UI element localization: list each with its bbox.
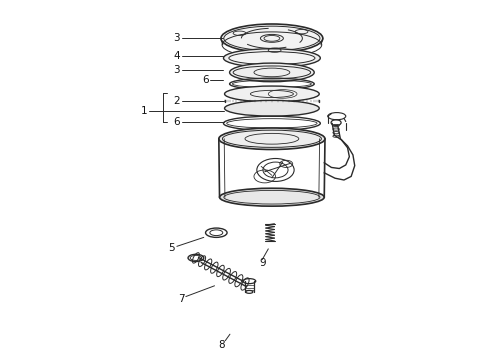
Text: 2: 2: [173, 96, 180, 106]
Ellipse shape: [224, 86, 319, 102]
Ellipse shape: [222, 130, 321, 147]
Ellipse shape: [223, 49, 320, 67]
Text: 7: 7: [178, 294, 184, 304]
Text: 4: 4: [173, 51, 180, 61]
Text: 9: 9: [259, 258, 266, 268]
Ellipse shape: [224, 190, 320, 204]
Ellipse shape: [220, 188, 324, 206]
Text: 3: 3: [173, 33, 180, 43]
Text: 3: 3: [173, 64, 180, 75]
Text: 1: 1: [141, 106, 147, 116]
Ellipse shape: [230, 63, 314, 82]
Ellipse shape: [224, 100, 319, 116]
Text: 5: 5: [168, 243, 175, 253]
Ellipse shape: [221, 24, 323, 53]
Text: 6: 6: [202, 75, 209, 85]
Text: 8: 8: [219, 340, 225, 350]
Text: 6: 6: [173, 117, 180, 127]
Ellipse shape: [219, 128, 325, 149]
Ellipse shape: [229, 51, 315, 64]
